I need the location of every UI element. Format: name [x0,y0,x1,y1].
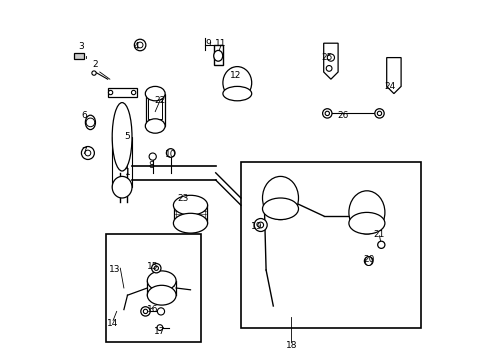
PathPatch shape [386,58,400,94]
Text: 22: 22 [154,96,165,105]
Circle shape [254,219,266,231]
Ellipse shape [147,285,176,305]
Ellipse shape [365,256,371,266]
Bar [145,94,165,126]
Bar [106,234,201,342]
Circle shape [364,257,372,265]
Text: 24: 24 [384,82,395,91]
Circle shape [92,71,96,75]
Circle shape [86,118,95,127]
Text: 3: 3 [78,42,83,51]
Circle shape [151,264,161,273]
Text: 1: 1 [124,168,130,177]
Ellipse shape [173,195,207,215]
Circle shape [377,241,384,248]
Circle shape [81,147,94,159]
Ellipse shape [262,198,298,220]
Bar [148,99,162,119]
Circle shape [229,68,238,76]
Bar [213,45,223,65]
Text: 23: 23 [177,194,188,202]
Text: 18: 18 [285,341,296,350]
Bar [73,53,84,59]
Ellipse shape [173,213,207,233]
Ellipse shape [145,86,165,101]
Circle shape [154,266,158,270]
Text: 25: 25 [321,53,332,62]
Circle shape [257,222,263,228]
PathPatch shape [323,43,337,79]
Ellipse shape [262,176,298,220]
Text: 10: 10 [164,150,176,159]
Circle shape [325,111,329,116]
Circle shape [85,150,91,156]
Circle shape [137,42,142,48]
Ellipse shape [147,271,176,291]
Ellipse shape [223,67,251,99]
Text: 17: 17 [154,327,165,336]
Ellipse shape [85,115,95,130]
Text: 11: 11 [215,39,226,48]
Text: 20: 20 [362,255,374,264]
Circle shape [157,308,164,315]
Text: 5: 5 [124,132,130,141]
Circle shape [374,109,384,118]
Circle shape [326,54,334,61]
Circle shape [134,39,145,51]
Circle shape [143,309,147,314]
Circle shape [166,149,175,157]
Text: 9: 9 [205,39,211,48]
Text: 14: 14 [107,320,119,328]
Ellipse shape [348,191,384,234]
Text: 8: 8 [148,161,153,170]
Circle shape [141,307,150,316]
Ellipse shape [112,176,132,198]
Circle shape [108,90,113,95]
Text: 15: 15 [147,262,158,271]
Ellipse shape [112,103,132,171]
Text: 2: 2 [92,60,98,69]
Ellipse shape [348,212,384,234]
Text: 7: 7 [81,147,87,156]
Circle shape [377,111,381,116]
Text: 16: 16 [147,305,158,314]
Circle shape [131,90,136,95]
Bar [107,88,136,97]
Text: 12: 12 [229,71,241,80]
Text: 6: 6 [81,111,87,120]
Bar [112,137,132,187]
Circle shape [149,153,156,160]
Text: 26: 26 [337,111,348,120]
Bar [241,162,420,328]
Text: 13: 13 [109,266,121,275]
Ellipse shape [223,86,251,101]
Text: 21: 21 [373,230,385,239]
Circle shape [325,66,331,71]
Circle shape [157,325,163,330]
Ellipse shape [213,50,222,61]
Text: 4: 4 [133,42,139,51]
Ellipse shape [145,119,165,133]
Circle shape [322,109,331,118]
Text: 19: 19 [251,222,263,231]
